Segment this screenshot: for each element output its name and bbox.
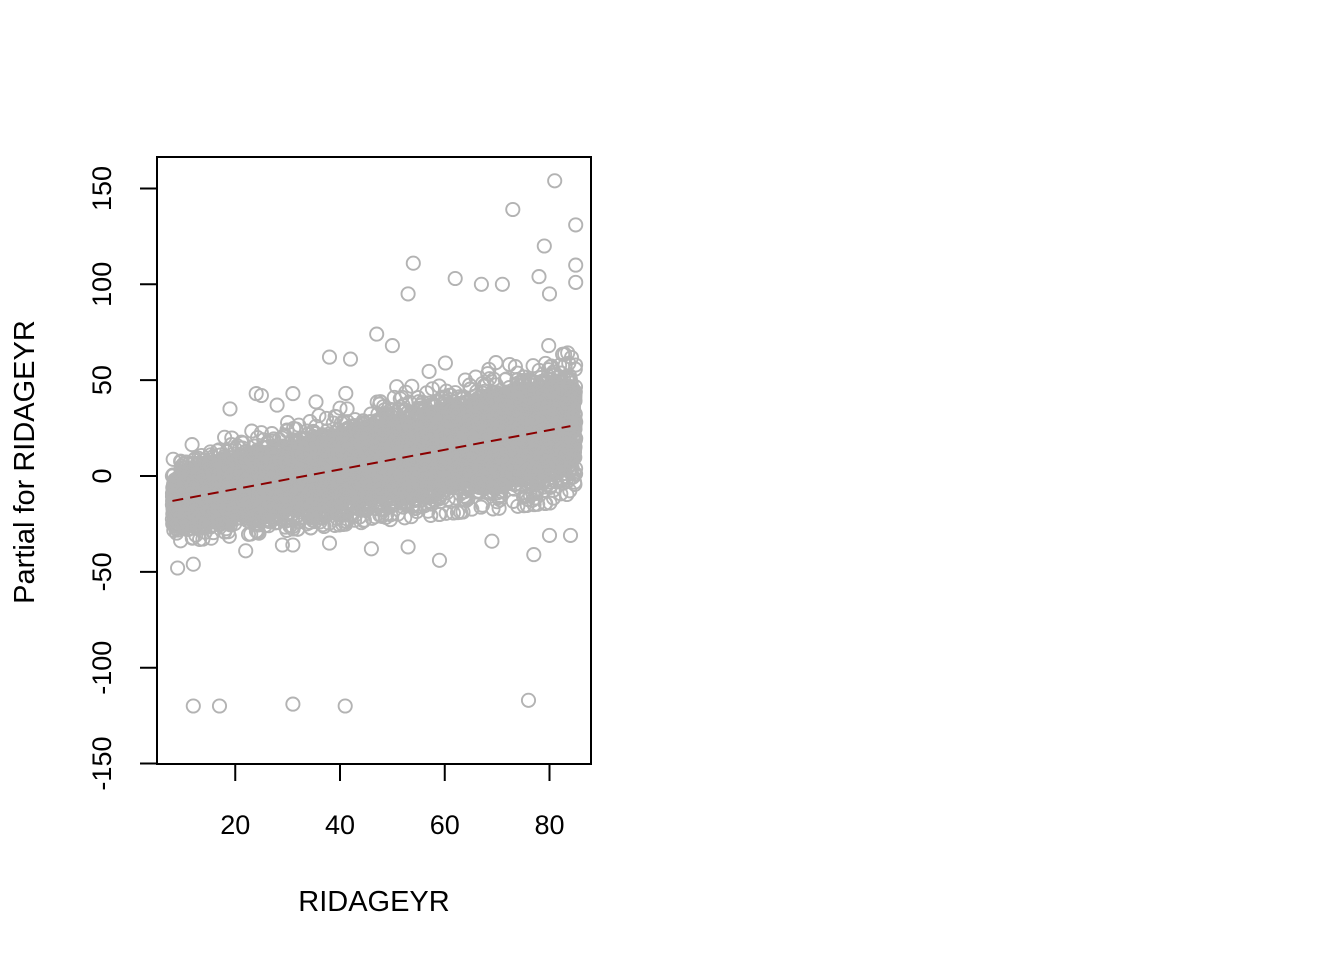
- data-point: [525, 358, 541, 374]
- data-point: [184, 437, 200, 453]
- scatter-points: [164, 173, 584, 714]
- data-point: [338, 385, 354, 401]
- data-point: [404, 378, 420, 394]
- data-point: [332, 400, 348, 416]
- data-point: [510, 498, 526, 514]
- data-point: [559, 486, 575, 503]
- data-point: [457, 372, 473, 388]
- data-point: [421, 363, 437, 379]
- data-point: [438, 505, 454, 521]
- data-point: [541, 338, 557, 354]
